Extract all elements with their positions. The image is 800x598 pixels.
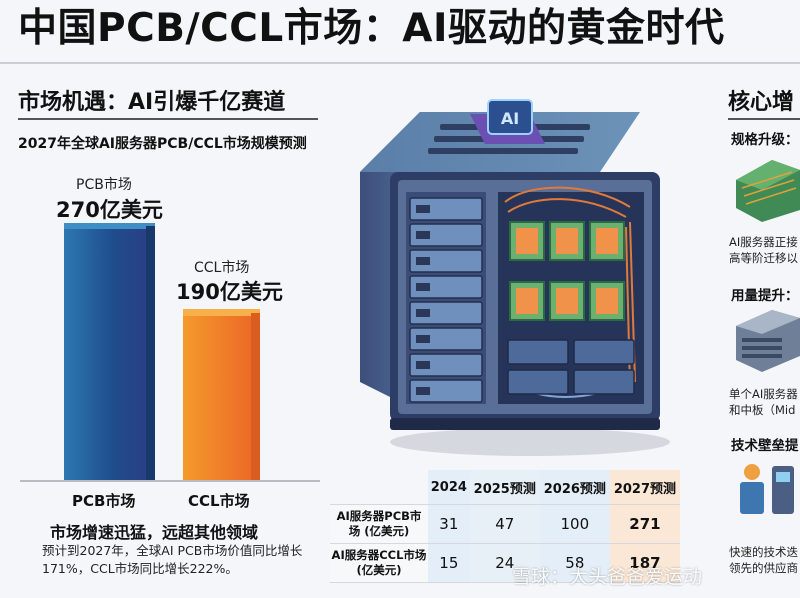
- barrier-text-line-2: 领先的供应商: [729, 561, 798, 575]
- barrier-text-line-1: 快速的技术迭: [729, 545, 798, 559]
- spec-text-line-1: AI服务器正接: [729, 235, 798, 249]
- chart-subtitle: 2027年全球AI服务器PCB/CCL市场规模预测: [18, 136, 307, 152]
- usage-text-line-2: 和中板（Mid: [729, 403, 796, 417]
- section-underline: [18, 118, 318, 120]
- bar-pcb: [64, 229, 146, 480]
- table-header-empty: [330, 470, 428, 505]
- usage-text-line-1: 单个AI服务器: [729, 387, 798, 401]
- chart-baseline: [20, 480, 320, 482]
- table-header-2026: 2026预测: [539, 470, 610, 505]
- bar-ccl-side: [251, 313, 260, 480]
- row-label-pcb: AI服务器PCB市场 (亿美元): [330, 504, 428, 544]
- table-cell: 47: [469, 504, 540, 544]
- barrier-label: 技术壁垒提: [731, 438, 799, 454]
- table-cell: 58: [539, 543, 610, 583]
- table-cell: 31: [428, 504, 470, 544]
- bar-ccl: [183, 316, 251, 480]
- bar-name-pcb: PCB市场: [76, 177, 132, 193]
- table-row: AI服务器CCL市场 (亿美元) 15 24 58 187: [330, 543, 680, 583]
- table-row: AI服务器PCB市场 (亿美元) 31 47 100 271: [330, 504, 680, 544]
- section-heading-core: 核心增: [728, 90, 795, 115]
- growth-note: 预计到2027年，全球AI PCB市场价值同比增长171%，CCL市场同比增长2…: [42, 543, 303, 576]
- table-cell: 100: [539, 504, 610, 544]
- chip-label: AI: [501, 109, 519, 128]
- table-header-2027: 2027预测: [609, 470, 680, 505]
- section-underline-right: [728, 118, 800, 120]
- ai-server-illustration: AI: [360, 99, 670, 456]
- server-rack-illustration: [736, 310, 800, 372]
- bar-value-ccl: 190亿美元: [176, 280, 283, 304]
- table-header-2024: 2024: [428, 470, 470, 505]
- usage-label: 用量提升：: [731, 288, 799, 304]
- x-label-pcb: PCB市场: [72, 492, 136, 510]
- title-divider: [0, 62, 800, 64]
- table-header-row: 2024 2025预测 2026预测 2027预测: [330, 470, 680, 505]
- bar-pcb-top: [64, 223, 155, 231]
- bar-pcb-side: [146, 226, 155, 480]
- watermark: 雪球：大头爸爸爱运动: [512, 566, 703, 588]
- row-label-ccl: AI服务器CCL市场 (亿美元): [330, 543, 428, 583]
- bar-ccl-top: [183, 309, 260, 317]
- pcb-board-illustration: [736, 160, 800, 222]
- x-label-ccl: CCL市场: [188, 492, 250, 510]
- table-cell: 24: [469, 543, 540, 583]
- growth-headline: 市场增速迅猛，远超其他领域: [50, 523, 259, 542]
- bar-name-ccl: CCL市场: [194, 260, 250, 276]
- market-forecast-table: 2024 2025预测 2026预测 2027预测 AI服务器PCB市场 (亿美…: [330, 470, 680, 583]
- table-cell: 15: [428, 543, 470, 583]
- table-header-2025: 2025预测: [469, 470, 540, 505]
- section-heading-opportunity: 市场机遇：AI引爆千亿赛道: [18, 90, 286, 115]
- spec-upgrade-label: 规格升级：: [731, 132, 799, 148]
- page-title: 中国PCB/CCL市场：AI驱动的黄金时代: [18, 6, 725, 51]
- table-cell: 187: [609, 543, 680, 583]
- table-cell: 271: [609, 504, 680, 544]
- lab-equipment-illustration: [740, 464, 794, 514]
- spec-text-line-2: 高等阶迁移以: [729, 251, 798, 265]
- bar-value-pcb: 270亿美元: [56, 198, 163, 222]
